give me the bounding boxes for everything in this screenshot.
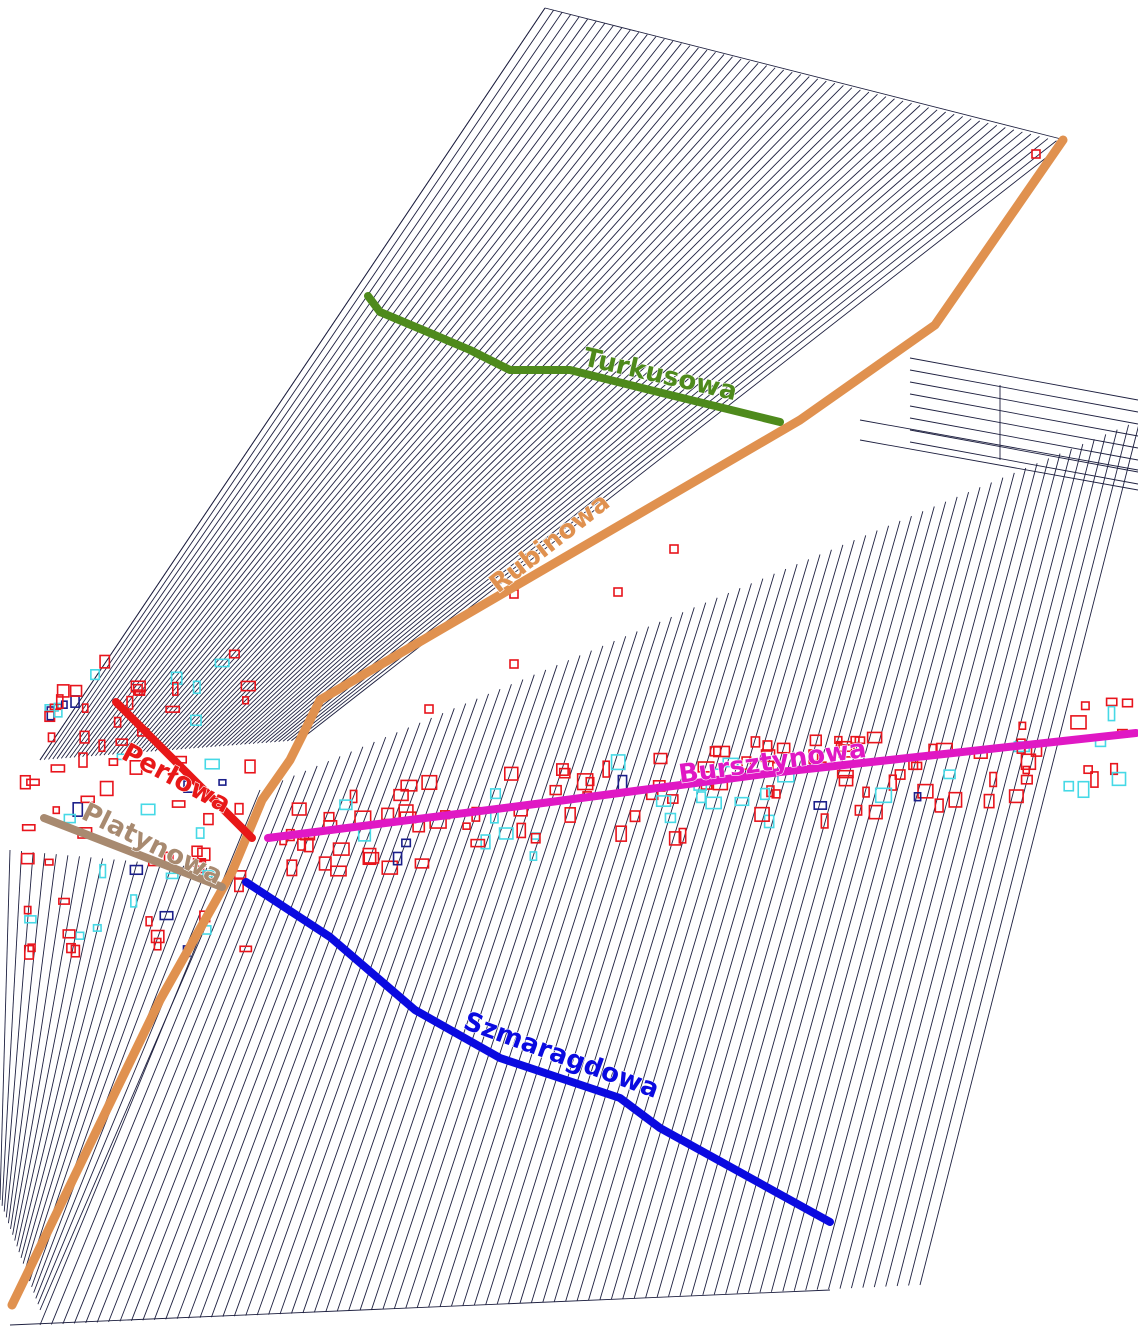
street-platynowa[interactable] <box>40 814 226 891</box>
street-turkusowa[interactable] <box>364 292 784 426</box>
street-perlowa[interactable] <box>112 698 256 842</box>
street-szmaragdowa[interactable] <box>242 878 834 1226</box>
street-rubinowa[interactable] <box>7 135 1068 1310</box>
building-footprints <box>19 149 1134 960</box>
street-bursztynowa[interactable] <box>264 729 1138 842</box>
parcel-lines <box>0 7 1138 1326</box>
street-layer <box>7 135 1138 1310</box>
